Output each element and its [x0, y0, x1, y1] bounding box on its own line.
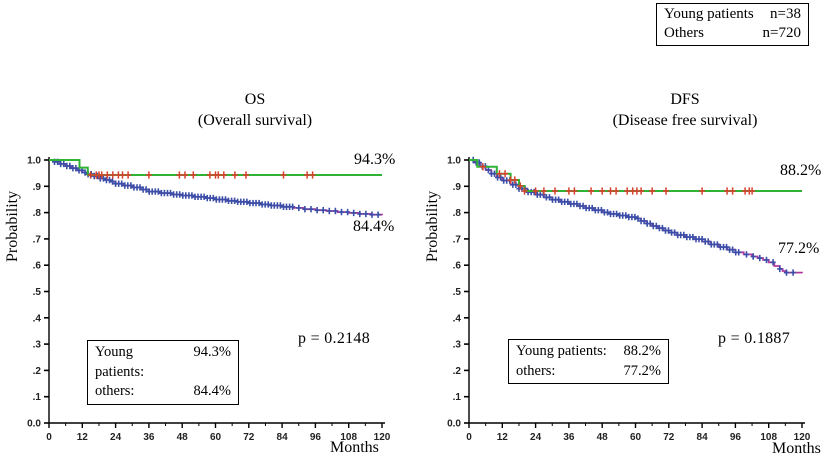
- svg-text:12: 12: [77, 432, 89, 443]
- legend-count-others: n=720: [762, 24, 801, 41]
- annotation-row: others: 77.2%: [516, 362, 661, 382]
- svg-text:.2: .2: [33, 366, 42, 377]
- svg-text:36: 36: [143, 432, 155, 443]
- dfs-x-axis-label: Months: [772, 440, 821, 457]
- svg-text:120: 120: [794, 432, 811, 443]
- os-plot-svg: 0.0 .1 .2 .3 .4 .5 .6 .7 .8 .9 1.0 0 12 24 36 48 60 72 84 9…: [27, 156, 391, 444]
- svg-text:1.0: 1.0: [447, 156, 461, 167]
- dfs-chart-title: DFS (Disease free survival): [535, 90, 822, 132]
- legend-label-others: Others: [664, 24, 704, 41]
- svg-text:.6: .6: [453, 261, 462, 272]
- legend-count-young: n=38: [770, 6, 801, 22]
- dfs-title-main: DFS: [670, 91, 700, 108]
- dfs-title-sub: (Disease free survival): [612, 111, 758, 129]
- svg-text:60: 60: [630, 432, 642, 443]
- legend-row-young: Young patients n=38: [664, 5, 801, 24]
- svg-text:.3: .3: [33, 340, 42, 351]
- svg-text:.5: .5: [453, 287, 462, 298]
- svg-text:.5: .5: [33, 287, 42, 298]
- svg-text:.7: .7: [453, 234, 462, 245]
- annotation-row: Young patients: 94.3%: [95, 343, 231, 382]
- svg-text:.3: .3: [453, 340, 462, 351]
- svg-text:120: 120: [374, 432, 391, 443]
- dfs-young-end-label: 88.2%: [780, 162, 822, 179]
- svg-text:.6: .6: [33, 261, 42, 272]
- os-box-others-value: 84.4%: [193, 383, 231, 400]
- os-box-young-label: Young patients:: [95, 344, 145, 380]
- svg-text:84: 84: [277, 432, 289, 443]
- dfs-box-young-value: 88.2%: [623, 343, 661, 359]
- legend-label-young: Young patients: [664, 6, 754, 22]
- dfs-annotation-box: Young patients: 88.2% others: 77.2%: [508, 339, 669, 385]
- svg-text:108: 108: [340, 432, 357, 443]
- svg-text:48: 48: [177, 432, 189, 443]
- dfs-chart-panel: DFS (Disease free survival) Probability …: [420, 0, 822, 462]
- svg-text:60: 60: [210, 432, 222, 443]
- os-title-main: OS: [244, 91, 266, 108]
- svg-text:96: 96: [310, 432, 322, 443]
- dfs-p-value: p = 0.1887: [718, 330, 791, 347]
- svg-text:.9: .9: [453, 182, 462, 193]
- legend-box: Young patients n=38 Others n=720: [656, 3, 809, 46]
- svg-text:.4: .4: [33, 313, 42, 324]
- young-censor-marks: [479, 163, 756, 195]
- dfs-others-end-label: 77.2%: [778, 240, 820, 257]
- svg-text:108: 108: [760, 432, 777, 443]
- legend-row-others: Others n=720: [664, 24, 801, 43]
- svg-text:.8: .8: [453, 208, 462, 219]
- svg-text:72: 72: [663, 432, 675, 443]
- os-others-end-label: 84.4%: [353, 218, 395, 235]
- young-censor-marks: [87, 171, 316, 179]
- svg-text:0.0: 0.0: [447, 419, 461, 430]
- svg-text:24: 24: [110, 432, 122, 443]
- annotation-row: Young patients: 88.2%: [516, 342, 661, 362]
- annotation-row: others: 84.4%: [95, 382, 231, 402]
- svg-text:0: 0: [46, 432, 52, 443]
- svg-text:.4: .4: [453, 313, 462, 324]
- svg-text:.2: .2: [453, 366, 462, 377]
- os-x-axis-label: Months: [330, 439, 379, 456]
- os-box-young-value: 94.3%: [193, 344, 231, 360]
- svg-text:.1: .1: [33, 392, 42, 403]
- dfs-box-others-value: 77.2%: [623, 362, 661, 379]
- svg-text:0.0: 0.0: [27, 419, 41, 430]
- svg-text:84: 84: [697, 432, 709, 443]
- svg-text:.7: .7: [33, 234, 42, 245]
- os-title-sub: (Overall survival): [197, 111, 313, 129]
- others-curve: [49, 159, 383, 216]
- svg-text:72: 72: [243, 432, 255, 443]
- svg-text:.9: .9: [33, 182, 42, 193]
- svg-text:0: 0: [466, 432, 472, 443]
- os-chart-title: OS (Overall survival): [105, 90, 405, 132]
- svg-text:1.0: 1.0: [27, 156, 41, 167]
- svg-text:24: 24: [530, 432, 542, 443]
- os-chart-panel: OS (Overall survival) Probability 0.0.1.…: [4, 90, 405, 456]
- dfs-box-others-label: others:: [516, 362, 556, 379]
- others-censor-marks: [51, 158, 381, 218]
- os-young-end-label: 94.3%: [354, 151, 396, 168]
- young-curve: [49, 159, 382, 176]
- svg-text:96: 96: [730, 432, 742, 443]
- svg-text:12: 12: [497, 432, 509, 443]
- svg-text:36: 36: [563, 432, 575, 443]
- svg-text:48: 48: [597, 432, 609, 443]
- os-p-value: p = 0.2148: [298, 330, 371, 347]
- svg-text:.8: .8: [33, 208, 42, 219]
- dfs-box-young-label: Young patients:: [516, 343, 607, 359]
- os-annotation-box: Young patients: 94.3% others: 84.4%: [87, 340, 239, 405]
- dfs-plot-svg: 0.0 .1 .2 .3 .4 .5 .6 .7 .8 .9 1.0 0 12 24 36 48 60 72 84 9…: [447, 156, 811, 444]
- svg-text:.1: .1: [453, 392, 462, 403]
- os-box-others-label: others:: [95, 383, 135, 400]
